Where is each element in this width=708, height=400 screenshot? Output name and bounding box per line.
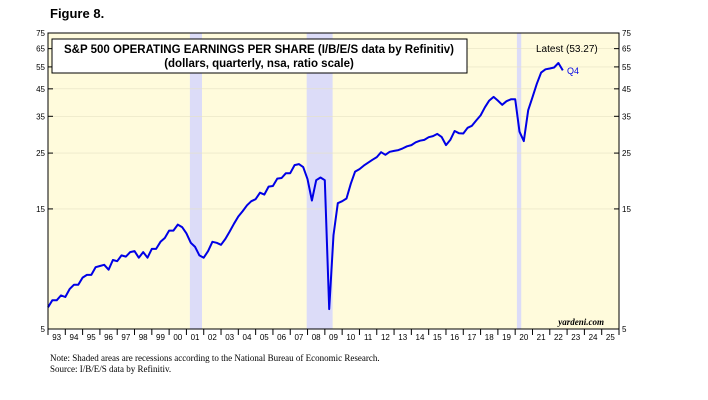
y-tick-label-right-75: 75 bbox=[622, 29, 631, 38]
x-tick-label-14: 14 bbox=[416, 333, 425, 342]
y-tick-label-left-65: 65 bbox=[36, 45, 45, 54]
chart-subtitle: (dollars, quarterly, nsa, ratio scale) bbox=[164, 58, 354, 70]
series-line bbox=[47, 62, 564, 311]
y-tick-label-right-5: 5 bbox=[622, 325, 627, 334]
x-tick-label-20: 20 bbox=[519, 333, 528, 342]
y-tick-label-left-75: 75 bbox=[36, 29, 45, 38]
x-tick-label-96: 96 bbox=[104, 333, 113, 342]
chart: 5 15 25 35 45 55 65 75 5 15 25 35 45 55 65 75 93 94 95 96… bbox=[36, 29, 631, 342]
x-tick-label-15: 15 bbox=[433, 333, 442, 342]
x-tick-label-94: 94 bbox=[70, 333, 79, 342]
x-tick-label-03: 03 bbox=[225, 333, 234, 342]
chart-title: S&P 500 OPERATING EARNINGS PER SHARE (I/… bbox=[64, 44, 454, 56]
y-tick-label-left-45: 45 bbox=[36, 85, 45, 94]
x-tick-label-10: 10 bbox=[346, 333, 355, 342]
y-tick-label-left-25: 25 bbox=[36, 149, 45, 158]
title-box: S&P 500 OPERATING EARNINGS PER SHARE (I/… bbox=[51, 38, 468, 74]
y-tick-label-left-35: 35 bbox=[36, 112, 45, 121]
y-tick-label-left-5: 5 bbox=[41, 325, 46, 334]
recession-band-2 bbox=[516, 33, 522, 329]
x-tick-label-95: 95 bbox=[87, 333, 96, 342]
plot-frame bbox=[47, 32, 620, 330]
note-source: Source: I/B/E/S data by Refinitiv. bbox=[50, 364, 172, 374]
y-tick-label-left-15: 15 bbox=[36, 205, 45, 214]
x-tick-label-17: 17 bbox=[467, 333, 476, 342]
x-tick-label-24: 24 bbox=[589, 333, 598, 342]
x-tick-label-07: 07 bbox=[294, 333, 303, 342]
notes: Note: Shaded areas are recessions accord… bbox=[50, 353, 380, 375]
note-recession: Note: Shaded areas are recessions accord… bbox=[50, 353, 380, 363]
x-tick-label-99: 99 bbox=[156, 333, 165, 342]
x-tick-label-97: 97 bbox=[121, 333, 130, 342]
x-tick-label-11: 11 bbox=[364, 333, 373, 342]
y-tick-label-right-15: 15 bbox=[622, 205, 631, 214]
x-tick-label-93: 93 bbox=[52, 333, 61, 342]
figure-label: Figure 8. bbox=[50, 6, 105, 21]
x-tick-label-01: 01 bbox=[191, 333, 200, 342]
x-tick-label-16: 16 bbox=[450, 333, 459, 342]
x-tick-label-04: 04 bbox=[243, 333, 252, 342]
y-tick-label-right-55: 55 bbox=[622, 63, 631, 72]
y-tick-label-left-55: 55 bbox=[36, 63, 45, 72]
x-tick-label-22: 22 bbox=[554, 333, 563, 342]
x-tick-label-23: 23 bbox=[571, 333, 580, 342]
x-tick-label-06: 06 bbox=[277, 333, 286, 342]
y-tick-label-right-35: 35 bbox=[622, 112, 631, 121]
x-tick-label-00: 00 bbox=[173, 333, 182, 342]
y-axis-right: 5 15 25 35 45 55 65 75 bbox=[614, 29, 631, 334]
y-tick-label-right-25: 25 bbox=[622, 149, 631, 158]
plot-background bbox=[48, 33, 619, 329]
x-tick-label-02: 02 bbox=[208, 333, 217, 342]
x-tick-label-98: 98 bbox=[139, 333, 148, 342]
x-axis: 93 94 95 96 97 98 99 00 01 02 03 04 05 06 07 08 09 10 11 12… bbox=[47, 329, 620, 342]
x-tick-label-13: 13 bbox=[398, 333, 407, 342]
y-tick-label-right-45: 45 bbox=[622, 85, 631, 94]
latest-quarter: Q4 bbox=[567, 66, 579, 76]
x-tick-label-12: 12 bbox=[381, 333, 390, 342]
y-tick-label-right-65: 65 bbox=[622, 45, 631, 54]
x-tick-label-09: 09 bbox=[329, 333, 338, 342]
recession-band-0 bbox=[189, 33, 202, 329]
x-tick-label-18: 18 bbox=[485, 333, 494, 342]
watermark: yardeni.com bbox=[557, 317, 604, 327]
x-tick-label-19: 19 bbox=[502, 333, 511, 342]
x-tick-label-08: 08 bbox=[312, 333, 321, 342]
x-tick-label-21: 21 bbox=[537, 333, 546, 342]
x-tick-label-05: 05 bbox=[260, 333, 269, 342]
x-tick-label-25: 25 bbox=[606, 333, 615, 342]
latest-label: Latest (53.27) bbox=[536, 44, 598, 55]
